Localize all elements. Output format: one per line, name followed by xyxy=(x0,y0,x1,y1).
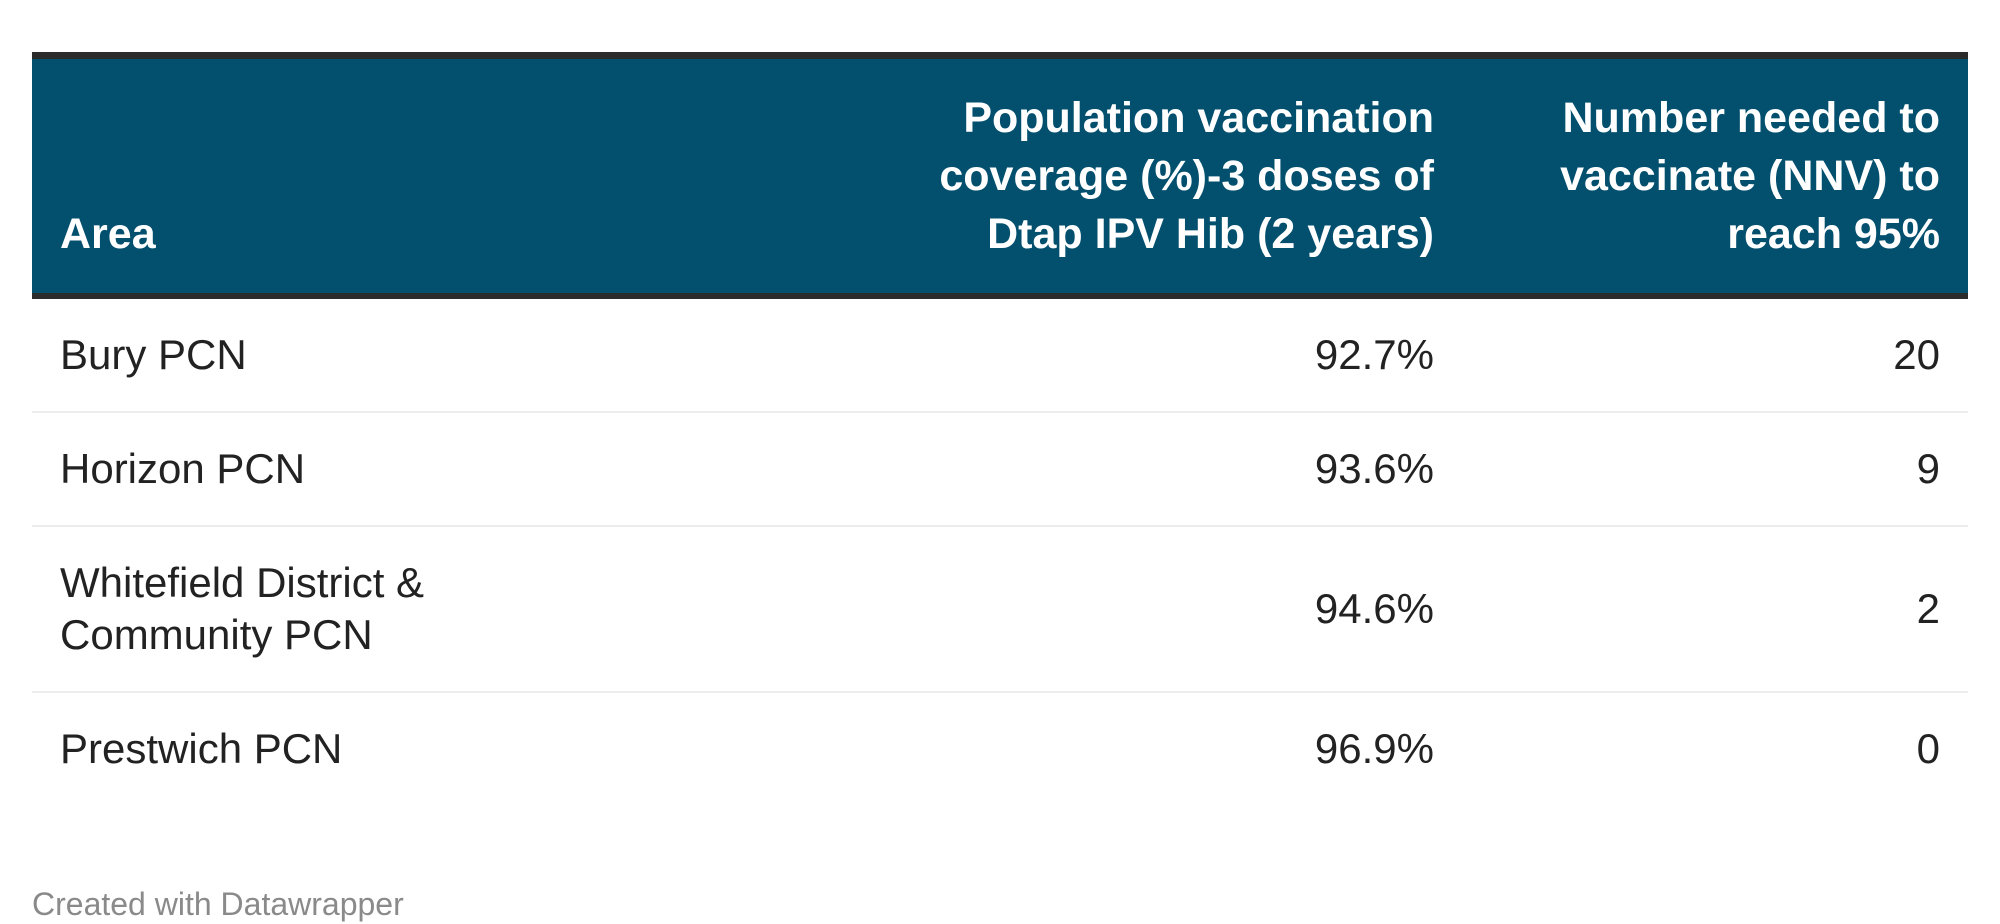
cell-coverage: 94.6% xyxy=(806,526,1462,693)
cell-nnv: 0 xyxy=(1916,725,1940,772)
cell-nnv: 20 xyxy=(1462,296,1968,413)
table-row: Horizon PCN 93.6% 9 xyxy=(32,412,1968,527)
table-row: Bury PCN 92.7% 20 xyxy=(32,296,1968,413)
table-header: Area Population vaccination coverage (%)… xyxy=(32,52,1968,299)
footer-credit[interactable]: Created with Datawrapper xyxy=(32,886,404,922)
table-body: Bury PCN 92.7% 20 Horizon PCN 93.6% 9 Wh… xyxy=(32,296,1968,805)
area-label: Bury PCN xyxy=(60,331,247,378)
data-table-container: Area Population vaccination coverage (%)… xyxy=(32,52,1968,805)
area-label: Horizon PCN xyxy=(60,445,306,492)
cell-area: Prestwich PCN xyxy=(32,692,806,805)
header-coverage[interactable]: Population vaccination coverage (%)-3 do… xyxy=(806,52,1462,299)
header-nnv[interactable]: Number needed to vaccinate (NNV) to reac… xyxy=(1462,52,1968,299)
cell-nnv: 2 xyxy=(1462,526,1968,693)
cell-area: Whitefield District & Community PCN xyxy=(32,526,806,693)
vaccination-table: Area Population vaccination coverage (%)… xyxy=(32,52,1968,805)
cell-area: Bury PCN xyxy=(32,296,806,413)
area-label: Prestwich PCN xyxy=(60,725,343,772)
table-row: Prestwich PCN 96.9% 0 xyxy=(32,692,1968,805)
header-row: Area Population vaccination coverage (%)… xyxy=(32,52,1968,299)
cell-nnv: 9 xyxy=(1462,412,1968,527)
cell-coverage: 93.6% xyxy=(806,412,1462,527)
cell-coverage: 92.7% xyxy=(806,296,1462,413)
area-label: Whitefield District & Community PCN xyxy=(60,559,425,658)
cell-area: Horizon PCN xyxy=(32,412,806,527)
header-area[interactable]: Area xyxy=(32,52,806,299)
table-row: Whitefield District & Community PCN 94.6… xyxy=(32,526,1968,693)
cell-coverage: 96.9% xyxy=(1314,725,1434,772)
